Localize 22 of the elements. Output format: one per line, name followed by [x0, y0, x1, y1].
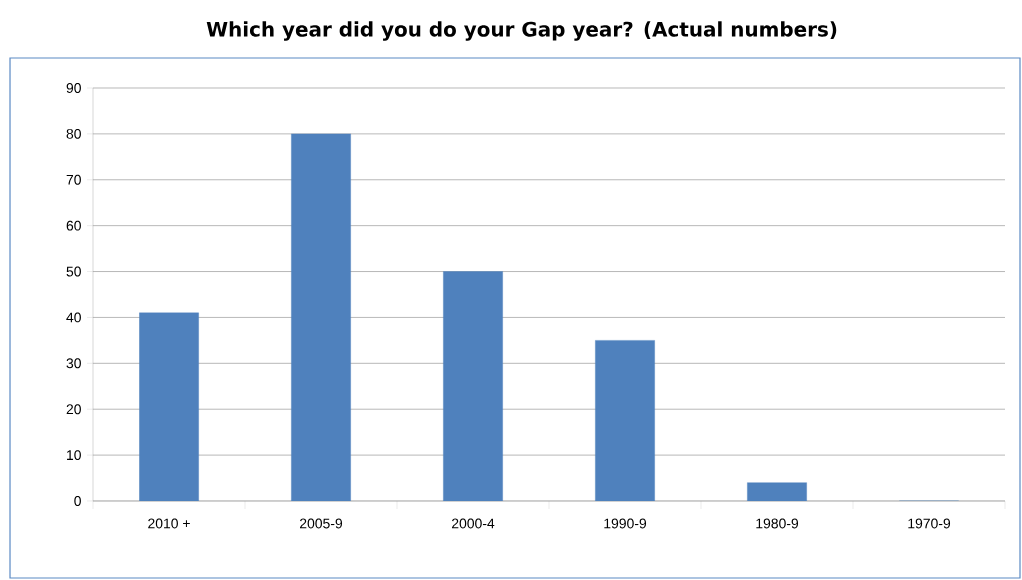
- y-tick-label: 60: [66, 220, 81, 231]
- x-tick-label: 1990-9: [604, 518, 647, 529]
- x-tick-label: 1980-9: [756, 518, 799, 529]
- bar: [443, 271, 503, 501]
- x-tick-label: 2005-9: [300, 518, 343, 529]
- y-tick-label: 80: [66, 128, 81, 139]
- y-tick-label: 90: [66, 83, 81, 93]
- y-tick-label: 20: [66, 404, 81, 415]
- y-tick-label: 10: [67, 450, 81, 461]
- bar: [291, 133, 351, 501]
- y-tick-label: 0: [74, 496, 81, 506]
- y-tick-label: 50: [66, 266, 81, 277]
- bar: [747, 482, 807, 501]
- x-tick-label: 2000-4: [452, 518, 495, 529]
- bar: [139, 312, 199, 501]
- x-tick-label: 2010 +: [148, 518, 190, 529]
- y-tick-label: 70: [66, 174, 81, 185]
- x-tick-label: 1970-9: [908, 518, 951, 529]
- bar: [595, 340, 655, 501]
- y-tick-label: 30: [66, 358, 81, 369]
- chart-title: Which year did you do your Gap year? (Actual numbers): [206, 21, 837, 41]
- y-tick-label: 40: [66, 312, 81, 323]
